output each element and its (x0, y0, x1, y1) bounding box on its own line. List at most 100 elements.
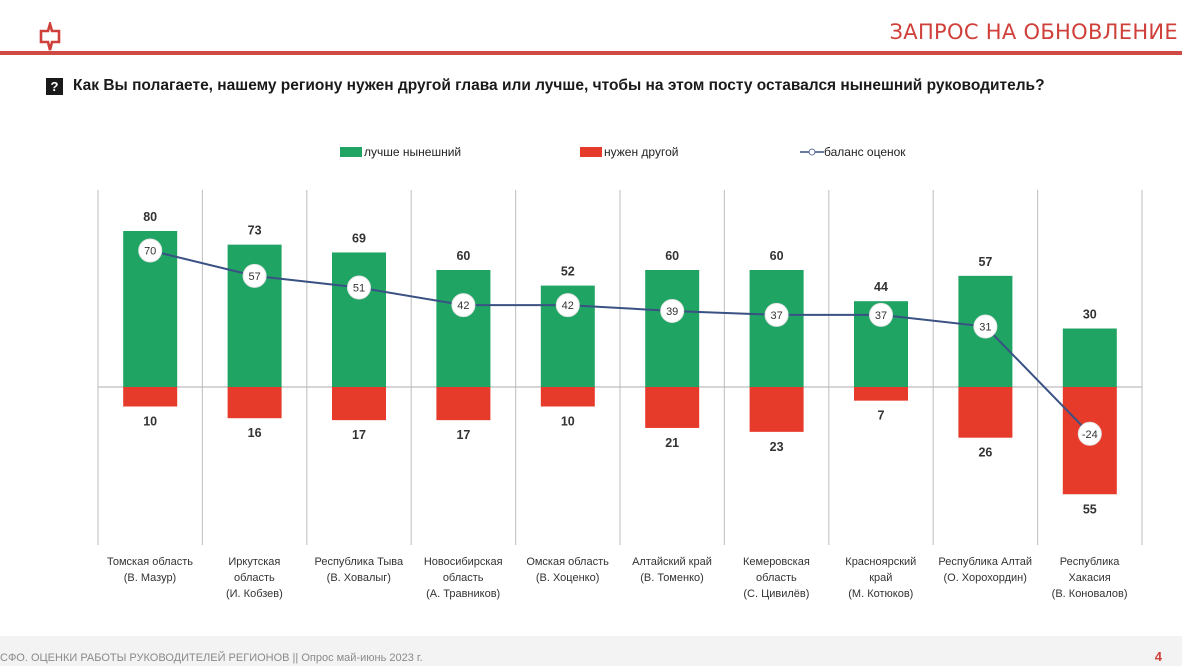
x-tick-label-line: Республика Алтай (938, 556, 1032, 568)
x-tick-label-line: (С. Цивилёв) (743, 588, 810, 600)
x-tick-label-line: Красноярский (845, 556, 917, 568)
x-tick-label-line: область (756, 572, 797, 584)
data-label-current-leader: 60 (456, 249, 470, 263)
bar-need-other (332, 387, 386, 421)
data-label-current-leader: 44 (874, 280, 888, 294)
data-label-current-leader: 73 (248, 224, 262, 238)
balance-value-label: -24 (1082, 429, 1098, 441)
data-label-current-leader: 69 (352, 231, 366, 245)
balance-marker (660, 298, 685, 323)
x-tick-label-line: (М. Котюков) (848, 588, 914, 600)
x-tick-label-line: (В. Хоценко) (535, 572, 600, 584)
balance-marker (764, 302, 789, 327)
data-label-need-other: 26 (978, 446, 992, 460)
balance-value-label: 51 (353, 283, 365, 295)
bar-current-leader (645, 270, 700, 387)
balance-line (149, 249, 1091, 435)
bar-need-other (749, 387, 804, 432)
x-tick-label-line: Республика (1059, 556, 1120, 568)
x-tick-label: Томская область (В. Мазур) (98, 554, 202, 586)
x-tick-label-line: (О. Хорохордин) (943, 572, 1027, 584)
balance-value-label: 42 (457, 300, 469, 312)
legend-item-other: нужен другой (580, 145, 678, 159)
bar-current-leader (436, 270, 491, 387)
bar-need-other (123, 387, 178, 407)
balance-value-label: 31 (979, 322, 991, 334)
bar-current-leader (749, 270, 804, 387)
x-tick-label-line: Томская область (107, 556, 193, 568)
bar-current-leader (332, 252, 386, 387)
balance-value-label: 37 (770, 310, 782, 322)
data-label-need-other: 55 (1083, 502, 1097, 516)
page-number: 4 (1154, 649, 1162, 664)
legend-swatch-red (580, 147, 602, 157)
bar-need-other (227, 387, 282, 419)
data-label-current-leader: 57 (978, 255, 992, 269)
data-label-need-other: 23 (770, 440, 784, 454)
footer-caption: СФО. ОЦЕНКИ РАБОТЫ РУКОВОДИТЕЛЕЙ РЕГИОНО… (0, 652, 423, 664)
data-label-need-other: 17 (352, 428, 366, 442)
page-header-title: ЗАПРОС НА ОБНОВЛЕНИЕ (889, 20, 1178, 44)
legend-label: нужен другой (604, 145, 679, 159)
x-tick-label-line: (А. Травников) (426, 588, 501, 600)
data-label-need-other: 16 (248, 426, 262, 440)
bar-need-other (645, 387, 700, 428)
balance-chart: 80 10 73 16 69 17 60 17 52 10 60 21 60 23 44 7 57 26 30 55 7… (97, 190, 1143, 545)
balance-marker (242, 263, 267, 288)
balance-marker (973, 314, 998, 339)
balance-marker (1077, 421, 1102, 446)
x-tick-label-line: (И. Кобзев) (225, 588, 283, 600)
x-tick-label-line: область (234, 572, 275, 584)
x-tick-label-line: Хакасия (1068, 572, 1111, 584)
x-tick-label-line: (В. Коновалов) (1051, 588, 1128, 600)
balance-value-label: 42 (562, 300, 574, 312)
x-tick-label-line: Новосибирская (423, 556, 503, 568)
bar-need-other (436, 387, 491, 421)
legend-label: лучше нынешний (364, 145, 462, 159)
balance-marker (555, 293, 580, 318)
x-tick-label-line: (В. Томенко) (640, 572, 704, 584)
balance-marker (869, 302, 893, 327)
x-tick-label-line: край (869, 572, 893, 584)
bar-need-other (540, 387, 595, 407)
balance-value-label: 70 (144, 246, 156, 258)
footer: СФО. ОЦЕНКИ РАБОТЫ РУКОВОДИТЕЛЕЙ РЕГИОНО… (0, 636, 1182, 666)
data-label-current-leader: 52 (561, 265, 575, 279)
data-label-current-leader: 60 (770, 249, 784, 263)
x-tick-label-line: область (442, 572, 484, 584)
x-tick-label: Республика Алтай (О. Хорохордин) (933, 554, 1037, 586)
data-label-need-other: 17 (456, 428, 470, 442)
x-tick-label-line: Республика Тыва (314, 556, 404, 568)
balance-marker (347, 275, 371, 300)
x-tick-label: Алтайский край (В. Томенко) (620, 554, 724, 586)
data-label-need-other: 21 (665, 436, 679, 450)
logo-icon (39, 22, 61, 51)
x-tick-label-line: Иркутская (228, 556, 281, 568)
x-tick-label: Красноярский край (М. Котюков) (829, 554, 933, 602)
data-label-current-leader: 80 (143, 210, 157, 224)
x-tick-label: Иркутская область (И. Кобзев) (202, 554, 306, 602)
balance-marker (138, 238, 163, 263)
header-divider (0, 51, 1182, 55)
legend-label: баланс оценок (824, 145, 906, 159)
balance-value-label: 37 (875, 310, 887, 322)
legend-item-current: лучше нынешний (340, 145, 461, 159)
legend-item-balance: баланс оценок (800, 145, 906, 159)
x-tick-label-line: Кемеровская (742, 556, 810, 568)
bar-need-other (958, 387, 1013, 438)
x-tick-label: Омская область (В. Хоценко) (516, 554, 620, 586)
x-tick-label-line: (В. Мазур) (123, 572, 177, 584)
legend-swatch-green (340, 147, 362, 157)
x-tick-label: Новосибирская область (А. Травников) (411, 554, 515, 602)
x-tick-label: Кемеровская область (С. Цивилёв) (724, 554, 828, 602)
data-label-current-leader: 30 (1083, 308, 1097, 322)
bar-current-leader (1062, 328, 1117, 387)
x-tick-label: Республика Тыва (В. Ховалыг) (307, 554, 411, 586)
data-label-need-other: 7 (878, 409, 885, 423)
legend-line-marker-icon (800, 148, 824, 156)
balance-marker (451, 293, 476, 318)
balance-value-label: 57 (248, 271, 260, 283)
survey-question: ? Как Вы полагаете, нашему региону нужен… (46, 77, 1045, 95)
x-tick-label-line: Алтайский край (632, 556, 712, 568)
data-label-need-other: 10 (143, 415, 157, 429)
